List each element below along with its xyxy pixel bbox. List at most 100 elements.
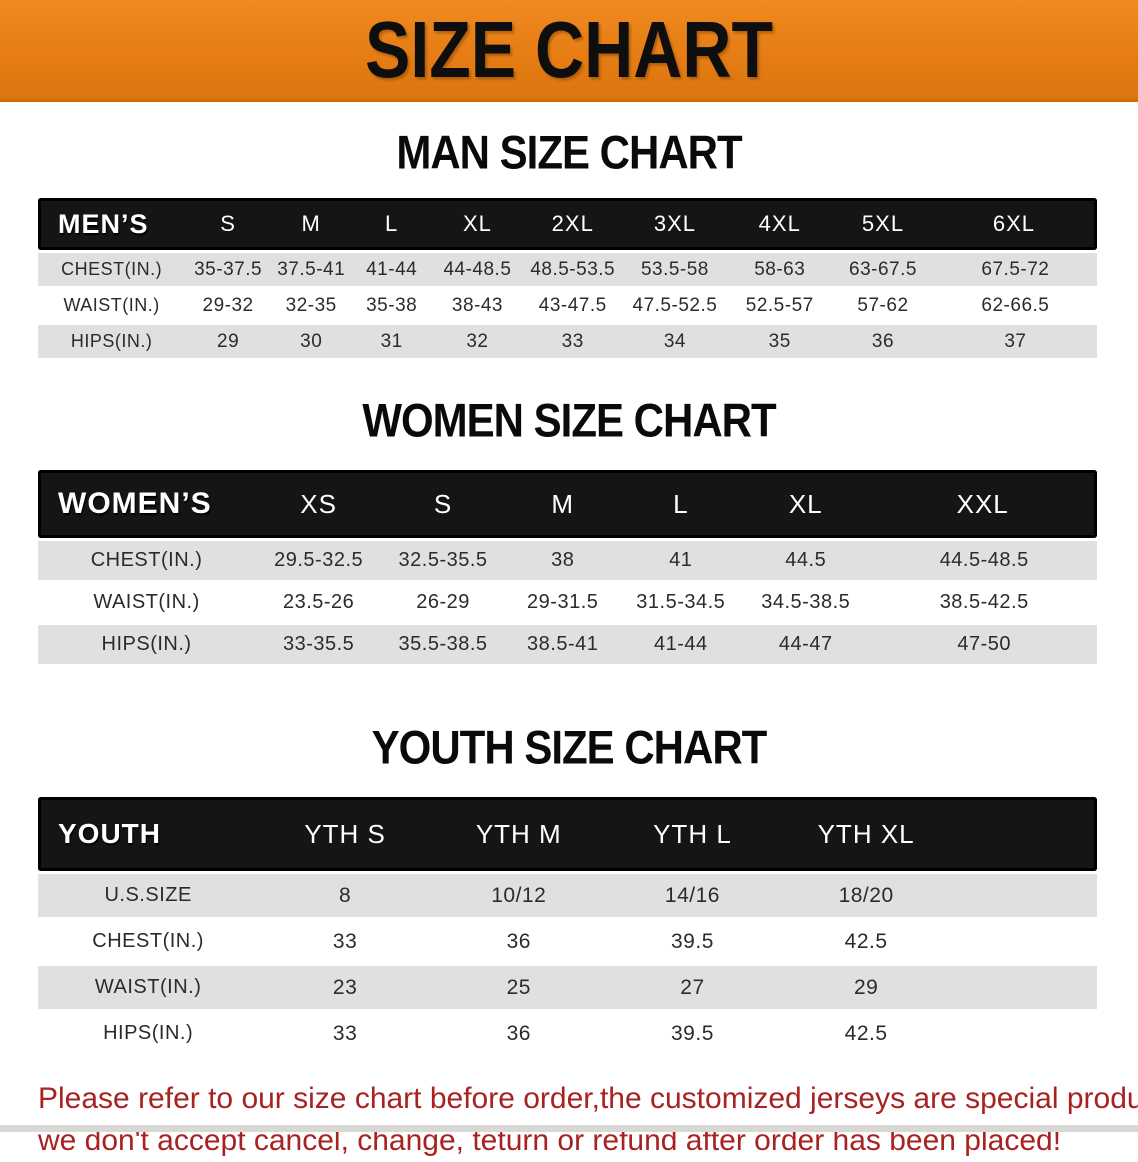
size-value: 33: [332, 929, 358, 953]
size-column-header: L: [621, 470, 741, 538]
size-value: 42.5: [844, 1021, 888, 1045]
size-column-header: XXL: [871, 470, 1097, 538]
size-value: 53.5-58: [622, 253, 728, 286]
size-value: 29.5-32.5: [255, 541, 383, 580]
size-value: 42.5: [844, 929, 888, 953]
size-value: 44-47: [740, 625, 872, 664]
filler-cell: [953, 1012, 1097, 1055]
measurement-row: U.S.SIZE 8 10/12 14/16 18/20: [38, 874, 1097, 917]
size-value: 38.5-42.5: [939, 591, 1029, 613]
size-value: 14/16: [605, 874, 780, 917]
mens-table-wrap: MEN’S S M L XL 2XL 3XL 4XL 5XL 6XL CHEST(IN.) 35-37…: [38, 195, 1097, 361]
measurement-row: CHEST(IN.) 35-37.5 37.5-41 41-44 44-48.5 48.5…: [38, 253, 1097, 286]
man-section-heading: MAN SIZE CHART: [396, 126, 742, 179]
size-value: 33-35.5: [255, 625, 383, 664]
size-table-header-row: WOMEN’S XS S M L XL XXL: [38, 470, 1097, 538]
measurement-row: CHEST(IN.) 29.5-32.5 32.5-35.5 38 41 44.5 44.5…: [38, 541, 1097, 580]
size-value: 25: [431, 966, 606, 1009]
measurement-row-label: WAIST(IN.): [93, 591, 200, 613]
size-value: 44-48.5: [431, 253, 523, 286]
youth-size-table: YOUTH YTH S YTH M YTH L YTH XL U.S.SIZE 8 10/12…: [38, 794, 1097, 1058]
youth-table-wrap: YOUTH YTH S YTH M YTH L YTH XL U.S.SIZE 8 10/12…: [38, 794, 1097, 1058]
size-value: 37.5-41: [270, 253, 352, 286]
measurement-row-label: U.S.SIZE: [38, 874, 259, 917]
size-value: 31: [351, 325, 432, 358]
size-value: 52.5-57: [745, 294, 814, 316]
table-group-label: WOMEN’S: [38, 470, 256, 538]
disclaimer-line-1: Please refer to our size chart before or…: [38, 1082, 1138, 1115]
filler-cell: [952, 874, 1097, 917]
size-value: 41-44: [351, 253, 432, 286]
measurement-row: HIPS(IN.) 29 30 31 32 33 34 35 36 37: [38, 325, 1097, 358]
size-column-header: YTH M: [431, 797, 606, 871]
size-value: 43-47.5: [538, 294, 607, 316]
size-value: 33: [332, 1021, 358, 1045]
womens-table-wrap: WOMEN’S XS S M L XL XXL CHEST(IN.) 29.5-32.5 32.5…: [38, 467, 1097, 667]
size-value: 23.5-26: [282, 591, 355, 613]
size-column-header: M: [503, 470, 622, 538]
size-table-header-row: YOUTH YTH S YTH M YTH L YTH XL: [38, 797, 1097, 871]
size-value: 29: [185, 325, 271, 358]
size-value: 63-67.5: [832, 253, 934, 286]
measurement-row: WAIST(IN.) 29-32 32-35 35-38 38-43 43-47.5 47.…: [38, 289, 1097, 322]
size-column-header: 6XL: [933, 198, 1097, 250]
size-value: 23: [258, 966, 432, 1009]
size-chart-banner: SIZE CHART: [0, 0, 1138, 102]
size-column-header: XL: [740, 470, 872, 538]
youth-section-heading: YOUTH SIZE CHART: [371, 721, 768, 774]
order-disclaimer: Please refer to our size chart before or…: [38, 1078, 1138, 1162]
table-group-label: YOUTH: [38, 797, 259, 871]
size-value: 26-29: [416, 591, 470, 613]
size-value: 41-44: [621, 625, 741, 664]
size-value: 35.5-38.5: [382, 625, 504, 664]
measurement-row: WAIST(IN.) 23.5-26 26-29 29-31.5 31.5-34.5 34…: [38, 583, 1097, 622]
mens-size-table: MEN’S S M L XL 2XL 3XL 4XL 5XL 6XL CHEST(IN.) 35-37…: [38, 195, 1097, 361]
measurement-row-label: WAIST(IN.): [63, 295, 160, 315]
womens-size-table: WOMEN’S XS S M L XL XXL CHEST(IN.) 29.5-32.5 32.5…: [38, 467, 1097, 667]
size-value: 33: [522, 325, 623, 358]
measurement-row-label: CHEST(IN.): [38, 541, 256, 580]
size-column-header: L: [351, 198, 432, 250]
size-value: 8: [258, 874, 432, 917]
size-value: 36: [506, 929, 531, 953]
size-column-header: YTH S: [258, 797, 432, 871]
size-value: 27: [605, 966, 780, 1009]
size-value: 30: [270, 325, 352, 358]
size-value: 10/12: [431, 874, 606, 917]
size-value: 35-37.5: [185, 253, 271, 286]
size-value: 34.5-38.5: [761, 591, 851, 613]
size-value: 67.5-72: [933, 253, 1097, 286]
size-table-header-row: MEN’S S M L XL 2XL 3XL 4XL 5XL 6XL: [38, 198, 1097, 250]
size-value: 58-63: [727, 253, 833, 286]
filler-cell: [952, 797, 1097, 871]
size-column-header: XL: [431, 198, 523, 250]
size-column-header: S: [185, 198, 271, 250]
size-value: 38.5-41: [503, 625, 622, 664]
measurement-row-label: CHEST(IN.): [38, 253, 186, 286]
size-value: 38: [503, 541, 622, 580]
size-column-header: S: [382, 470, 504, 538]
filler-cell: [952, 966, 1097, 1009]
measurement-row-label: HIPS(IN.): [103, 1022, 194, 1044]
size-value: 29-32: [202, 294, 254, 316]
size-column-header: XS: [255, 470, 383, 538]
size-column-header: 5XL: [832, 198, 934, 250]
size-column-header: 2XL: [522, 198, 623, 250]
size-column-header: YTH L: [605, 797, 780, 871]
size-value: 29: [779, 966, 953, 1009]
measurement-row-label: HIPS(IN.): [38, 325, 186, 358]
size-value: 39.5: [671, 1021, 714, 1045]
measurement-row-label: CHEST(IN.): [92, 930, 204, 952]
size-value: 62-66.5: [981, 294, 1050, 316]
size-value: 57-62: [857, 294, 909, 316]
size-value: 32-35: [285, 294, 337, 316]
bottom-edge-strip: [0, 1125, 1138, 1132]
measurement-row-label: HIPS(IN.): [38, 625, 256, 664]
size-column-header: 4XL: [727, 198, 833, 250]
size-column-header: M: [270, 198, 352, 250]
size-value: 35-38: [366, 294, 418, 316]
measurement-row: WAIST(IN.) 23 25 27 29: [38, 966, 1097, 1009]
size-column-header: YTH XL: [779, 797, 953, 871]
size-value: 47-50: [871, 625, 1097, 664]
size-value: 37: [933, 325, 1097, 358]
